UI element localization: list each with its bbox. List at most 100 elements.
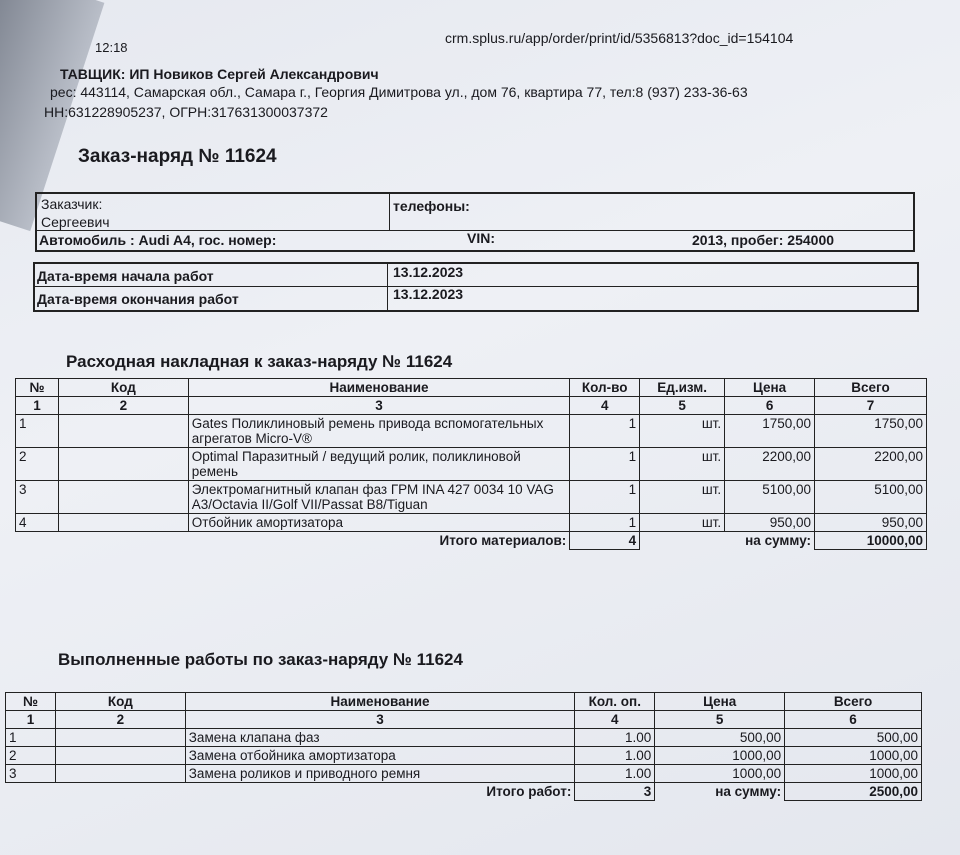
cell-name: Электромагнитный клапан фаз ГРМ INA 427 … [187,480,571,514]
header-row: № Код Наименование Кол-во Ед.изм. Цена Всего [15,378,927,397]
cell-name: Замена клапана фаз [184,728,576,747]
cell-price: 1000,00 [654,764,786,783]
cell-total: 500,00 [784,728,922,747]
column-header: № [15,378,59,397]
column-number: 5 [639,396,726,415]
column-number: 4 [569,396,641,415]
cell-name: Gates Поликлиновый ремень привода вспомо… [187,414,571,448]
column-number: 2 [57,396,189,415]
cell-unit: шт. [639,513,726,532]
supplier-line: ТАВЩИК: ИП Новиков Сергей Александрович [60,66,379,82]
table-row: 4 Отбойник амортизатора 1 шт. 950,00 950,00 [15,513,927,532]
cell-total: 1000,00 [784,746,922,765]
cell-total: 1000,00 [784,764,922,783]
cell-total: 5100,00 [814,480,927,514]
cell-name: Отбойник амортизатора [187,513,571,532]
works-table: № Код Наименование Кол. оп. Цена Всего 1 2 3 4 5 6 1… [5,692,922,801]
column-number: 3 [184,710,576,729]
start-label: Дата-время начала работ [37,268,214,284]
column-number: 5 [654,710,786,729]
customer-name: Сергеевич [41,214,110,230]
table-row: 3 Электромагнитный клапан фаз ГРМ INA 427… [15,480,927,514]
column-header: Цена [654,692,786,711]
cell-n: 3 [15,480,59,514]
header-row: № Код Наименование Кол. оп. Цена Всего [5,692,922,711]
table-row: 2 Замена отбойника амортизатора 1.00 1000,0… [5,746,922,765]
cell-n: 4 [15,513,59,532]
supplier-name: ИП Новиков Сергей Александрович [129,66,379,82]
cell-price: 5100,00 [724,480,816,514]
cell-price: 2200,00 [724,447,816,481]
works-title: Выполненные работы по заказ-наряду № 116… [58,650,463,669]
cell-n: 2 [5,746,56,765]
end-label: Дата-время окончания работ [37,291,239,307]
column-number: 1 [5,710,56,729]
supplier-address: рес: 443114, Самарская обл., Самара г., … [50,84,748,100]
table-row: 1 Gates Поликлиновый ремень привода вспом… [15,414,927,448]
cell-code [57,447,189,481]
total-label: Итого работ: [486,784,572,799]
materials-table: № Код Наименование Кол-во Ед.изм. Цена Всего 1 2… [15,378,927,550]
column-header: Цена [724,378,816,397]
end-value: 13.12.2023 [393,286,464,302]
table-row: 1 Замена клапана фаз 1.00 500,00 500,00 [5,728,922,747]
cell-code [54,764,186,783]
phones-label: телефоны: [393,198,470,214]
print-url: crm.splus.ru/app/order/print/id/5356813?… [445,30,794,46]
cell-total: 950,00 [814,513,927,532]
column-number: 4 [574,710,656,729]
print-time: 12:18 [95,40,128,55]
cell-price: 1000,00 [654,746,786,765]
column-header: Кол-во [569,378,641,397]
cell-qty: 1 [569,414,641,448]
cell-price: 950,00 [724,513,816,532]
column-number: 2 [54,710,186,729]
column-number: 7 [814,396,927,415]
totals-row: Итого материалов: 4 на сумму: 10000,00 [16,531,927,550]
car-info: Автомобиль : Audi A4, гос. номер: [39,232,277,248]
cell-code [57,414,189,448]
cell-qty: 1.00 [574,764,656,783]
table-row: 2 Optimal Паразитный / ведущий ролик, пол… [15,447,927,481]
cell-total: 1750,00 [814,414,927,448]
table-row: 3 Замена роликов и приводного ремня 1.00 10… [5,764,922,783]
column-header: Кол. оп. [574,692,656,711]
cell-qty: 1 [569,447,641,481]
cell-n: 2 [15,447,59,481]
column-number: 6 [784,710,922,729]
column-header: Всего [814,378,927,397]
cell-code [57,513,189,532]
year-mileage: 2013, пробег: 254000 [692,232,835,248]
customer-info-box: Заказчик: Сергеевич телефоны: Автомобиль… [35,192,915,252]
supplier-label: ТАВЩИК: [60,66,126,82]
cell-unit: шт. [639,414,726,448]
column-number: 6 [724,396,816,415]
total-qty: 4 [569,531,641,550]
column-header: № [5,692,56,711]
cell-n: 1 [5,728,56,747]
dates-box: Дата-время начала работ 13.12.2023 Дата-… [33,262,919,312]
supplier-inn: НН:631228905237, ОГРН:317631300037372 [44,104,328,120]
column-number: 1 [15,396,59,415]
vin-label: VIN: [467,230,495,246]
cell-n: 3 [5,764,56,783]
materials-title: Расходная накладная к заказ-наряду № 116… [66,352,453,371]
cell-code [54,746,186,765]
cell-price: 500,00 [654,728,786,747]
column-header: Наименование [187,378,571,397]
cell-unit: шт. [639,480,726,514]
cell-total: 2200,00 [814,447,927,481]
column-header: Код [57,378,189,397]
column-number: 3 [187,396,571,415]
total-qty: 3 [574,782,656,801]
total-label: Итого материалов: [439,533,567,548]
start-value: 13.12.2023 [393,264,464,280]
cell-price: 1750,00 [724,414,816,448]
sum-label: на сумму: [715,784,782,799]
cell-qty: 1.00 [574,728,656,747]
cell-name: Замена роликов и приводного ремня [184,764,576,783]
cell-qty: 1 [569,513,641,532]
totals-row: Итого работ: 3 на сумму: 2500,00 [6,782,922,801]
column-header: Наименование [184,692,576,711]
